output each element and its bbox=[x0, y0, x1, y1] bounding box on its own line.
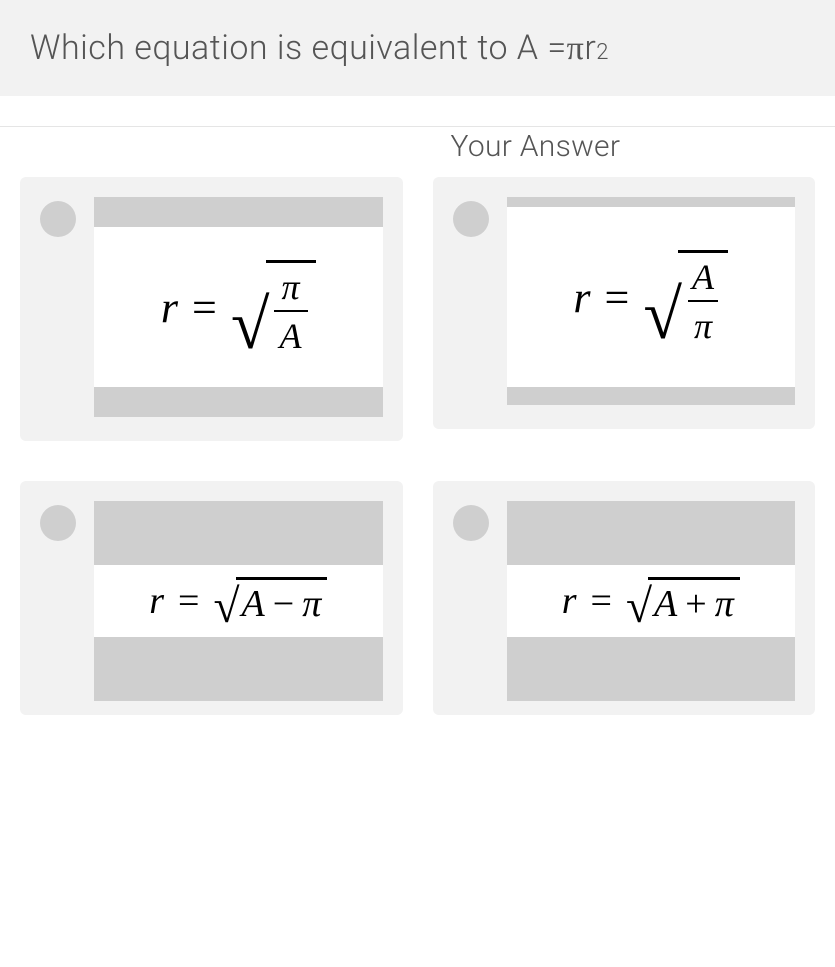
option-c-wrap: r= √ A − π bbox=[20, 481, 403, 715]
image-border-top bbox=[94, 197, 383, 227]
option-d-radio[interactable] bbox=[453, 505, 489, 541]
formula-right: π bbox=[715, 582, 734, 626]
question-text: Which equation is equivalent to A = bbox=[30, 28, 567, 68]
image-border-bottom bbox=[94, 387, 383, 417]
options-grid: r= √ π A bbox=[0, 177, 835, 715]
formula-numerator: A bbox=[686, 259, 720, 299]
question-var: r bbox=[584, 28, 596, 68]
formula-numerator: π bbox=[276, 269, 306, 309]
image-border-top bbox=[507, 197, 796, 207]
question-prompt: Which equation is equivalent to A = π r … bbox=[0, 0, 835, 96]
formula-left: A bbox=[654, 582, 677, 626]
your-answer-label: Your Answer bbox=[445, 129, 627, 164]
image-border-top bbox=[94, 501, 383, 565]
question-exponent: 2 bbox=[596, 40, 609, 65]
option-b-image: r= √ A π bbox=[507, 197, 796, 405]
option-a-image: r= √ π A bbox=[94, 197, 383, 417]
formula-denominator: A bbox=[274, 310, 308, 354]
option-c-card[interactable]: r= √ A − π bbox=[20, 481, 403, 715]
pi-symbol: π bbox=[567, 30, 585, 68]
option-b-radio[interactable] bbox=[453, 201, 489, 237]
formula-op: − bbox=[265, 582, 302, 626]
image-border-bottom bbox=[507, 637, 796, 701]
divider bbox=[0, 126, 835, 127]
option-a-card[interactable]: r= √ π A bbox=[20, 177, 403, 441]
option-b-wrap: Your Answer r= √ A π bbox=[433, 177, 816, 441]
formula-right: π bbox=[302, 582, 321, 626]
option-b-formula: r= √ A π bbox=[507, 207, 796, 387]
formula-denominator: π bbox=[688, 300, 718, 344]
image-border-bottom bbox=[94, 637, 383, 701]
option-c-image: r= √ A − π bbox=[94, 501, 383, 701]
option-d-formula: r= √ A + π bbox=[507, 565, 796, 637]
option-a-radio[interactable] bbox=[40, 201, 76, 237]
option-b-card[interactable]: r= √ A π bbox=[433, 177, 816, 429]
option-d-wrap: r= √ A + π bbox=[433, 481, 816, 715]
option-a-formula: r= √ π A bbox=[94, 227, 383, 387]
image-border-top bbox=[507, 501, 796, 565]
option-a-wrap: r= √ π A bbox=[20, 177, 403, 441]
option-d-image: r= √ A + π bbox=[507, 501, 796, 701]
option-d-card[interactable]: r= √ A + π bbox=[433, 481, 816, 715]
formula-left: A bbox=[242, 582, 265, 626]
image-border-bottom bbox=[507, 387, 796, 405]
option-c-radio[interactable] bbox=[40, 505, 76, 541]
formula-op: + bbox=[677, 582, 714, 626]
option-c-formula: r= √ A − π bbox=[94, 565, 383, 637]
